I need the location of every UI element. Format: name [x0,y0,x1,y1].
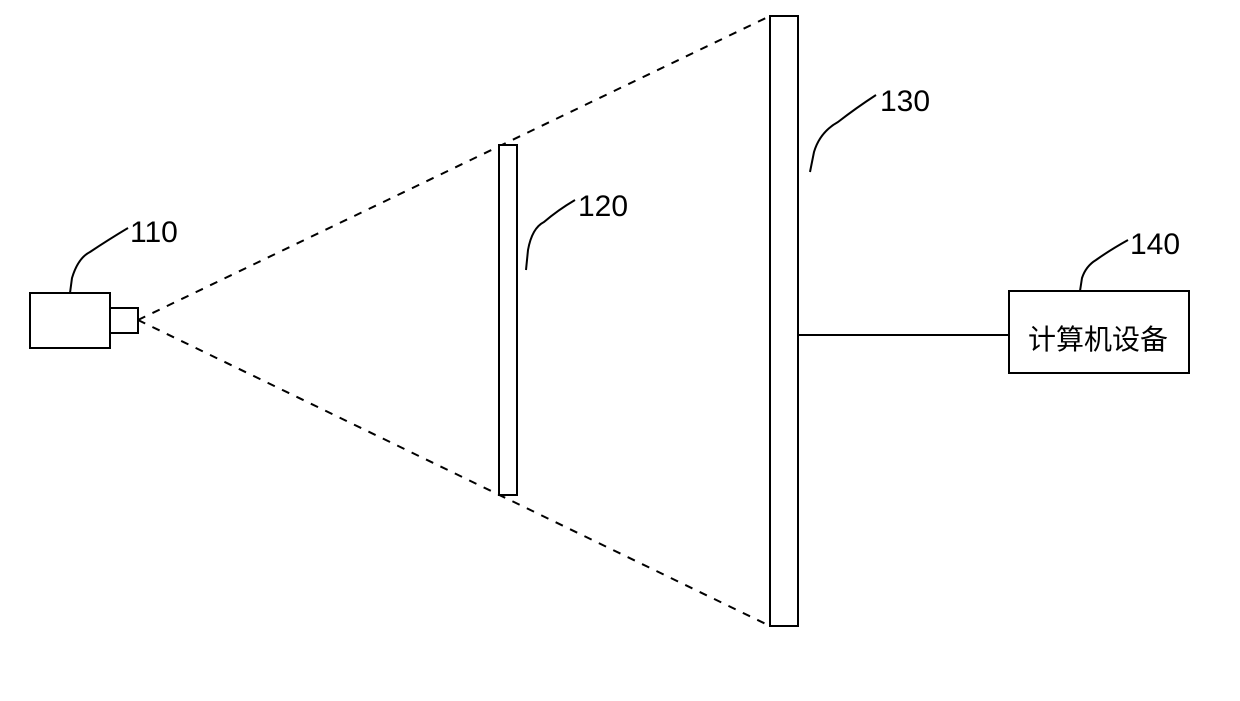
source-nose [110,308,138,333]
label-120: 120 [578,190,628,224]
object-plate [499,145,517,495]
label-110: 110 [130,216,178,250]
computer-label: 计算机设备 [1028,318,1168,358]
leader-140 [1080,240,1128,291]
beam-top [138,16,770,320]
detector-plate [770,16,798,626]
source-body [30,293,110,348]
label-140: 140 [1130,228,1180,262]
leader-130 [810,95,876,172]
beam-bottom [138,320,770,626]
leader-120 [526,200,575,270]
leader-110 [70,228,128,293]
label-130: 130 [880,85,930,119]
